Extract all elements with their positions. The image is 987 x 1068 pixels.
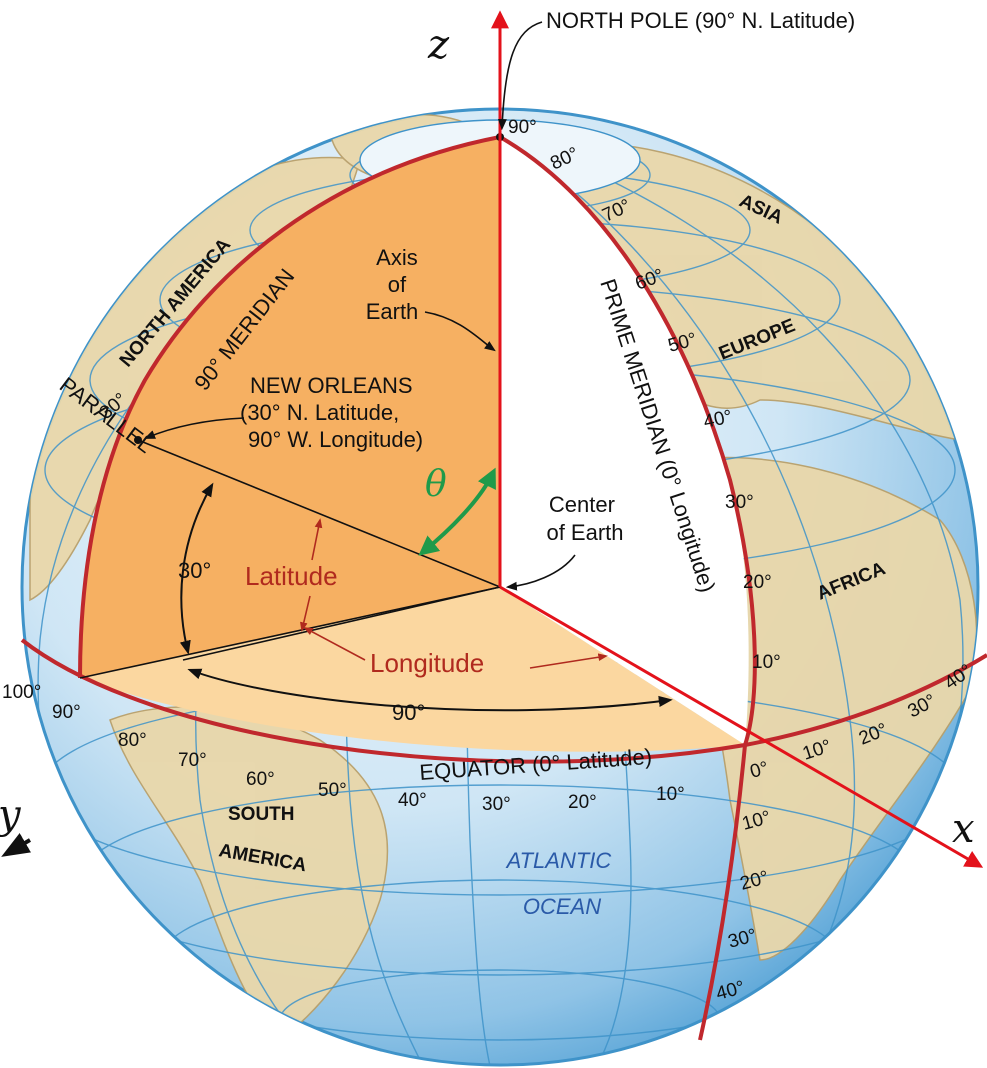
y-axis-tip xyxy=(6,840,30,854)
south-america-label: SOUTH xyxy=(228,804,295,825)
eq-lon-90: 90° xyxy=(52,702,81,723)
eq-lon-30: 30° xyxy=(482,794,511,815)
longitude-angle-label: 90° xyxy=(392,700,425,725)
eq-lon-70: 70° xyxy=(178,750,207,771)
latitude-angle-label: 30° xyxy=(178,558,211,583)
latitude-label: Latitude xyxy=(245,561,338,591)
pm-lat-20: 20° xyxy=(743,572,772,593)
theta-label: θ xyxy=(425,464,447,505)
eq-lon-40: 40° xyxy=(398,790,427,811)
z-axis-label: z xyxy=(427,22,450,68)
x-axis-label: x xyxy=(952,806,975,852)
y-axis-label: y xyxy=(0,792,22,838)
pm-lat-90: 90° xyxy=(508,117,537,138)
north-pole-label: NORTH POLE (90° N. Latitude) xyxy=(546,8,855,33)
new-orleans-label: NEW ORLEANS (30° N. Latitude, 90° W. Lon… xyxy=(240,373,423,452)
pm-lat-30: 30° xyxy=(725,492,754,513)
eq-lon-80: 80° xyxy=(118,730,147,751)
eq-lon-50: 50° xyxy=(318,780,347,801)
pm-lat-10: 10° xyxy=(752,652,781,673)
eq-lon-10: 10° xyxy=(656,784,685,805)
eq-lon-60: 60° xyxy=(246,769,275,790)
eq-lon-20: 20° xyxy=(568,792,597,813)
eq-lon-100: 100° xyxy=(2,682,41,703)
longitude-label: Longitude xyxy=(370,648,484,678)
